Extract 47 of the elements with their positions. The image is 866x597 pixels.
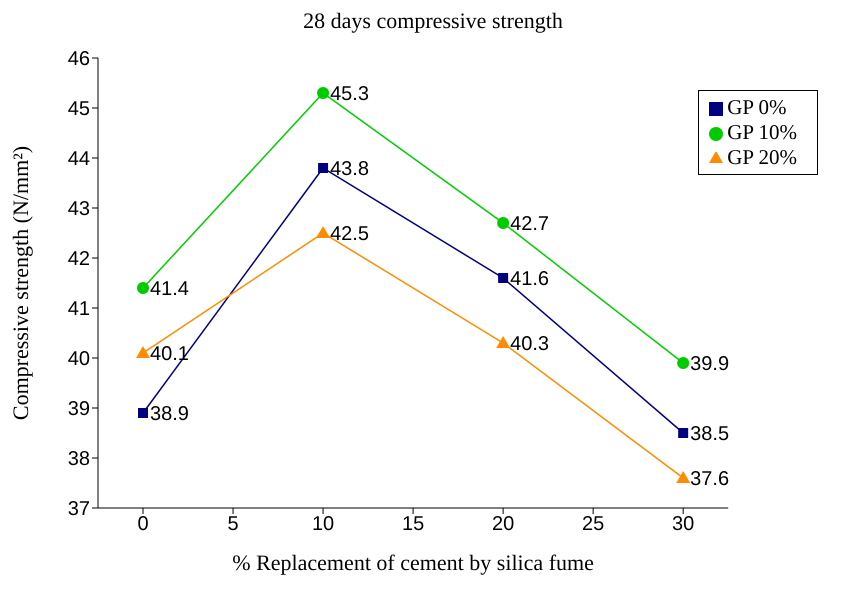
x-tick-label: 5 <box>227 513 239 536</box>
x-tick-label: 15 <box>402 513 424 536</box>
point <box>138 408 148 418</box>
point <box>318 163 328 173</box>
point <box>497 217 510 229</box>
y-tick-label: 40 <box>68 348 90 370</box>
point <box>676 471 690 483</box>
point <box>498 273 508 283</box>
y-tick-label: 38 <box>68 448 90 470</box>
point <box>678 428 688 438</box>
chart-title: 28 days compressive strength <box>302 8 564 33</box>
point <box>137 282 150 294</box>
x-axis-title: % Replacement of cement by silica fume <box>232 550 594 575</box>
x-tick-label: 10 <box>312 513 334 536</box>
data-label: 45.3 <box>330 83 370 105</box>
point <box>496 336 510 348</box>
legend-label: GP 20% <box>727 145 797 169</box>
y-tick-label: 41 <box>68 298 90 320</box>
data-label: 43.8 <box>330 158 370 180</box>
y-tick-label: 45 <box>68 98 90 120</box>
data-label: 37.6 <box>690 468 730 490</box>
data-label: 39.9 <box>690 353 730 375</box>
y-tick-label: 44 <box>68 148 90 170</box>
x-tick-label: 25 <box>582 513 604 536</box>
data-label: 38.9 <box>150 403 189 425</box>
y-tick-label: 37 <box>68 498 90 520</box>
x-tick-label: 20 <box>492 513 514 536</box>
point <box>316 226 330 238</box>
y-tick-label: 43 <box>68 198 90 220</box>
y-tick-label: 42 <box>68 248 90 270</box>
x-tick-label: 30 <box>672 513 694 536</box>
data-label: 41.4 <box>150 278 189 300</box>
y-tick-label: 39 <box>68 398 90 420</box>
data-label: 42.7 <box>510 213 550 235</box>
point <box>317 87 330 99</box>
point <box>136 346 150 358</box>
legend-label: GP 0% <box>727 95 786 119</box>
y-axis-title: Compressive strength (N/mm²) <box>8 146 33 420</box>
point <box>677 357 690 369</box>
data-label: 38.5 <box>690 423 730 445</box>
legend-label: GP 10% <box>727 120 797 144</box>
data-label: 41.6 <box>510 268 550 290</box>
y-tick-label: 46 <box>68 48 90 70</box>
data-label: 40.1 <box>150 343 189 365</box>
data-label: 42.5 <box>330 223 370 245</box>
data-label: 40.3 <box>510 333 550 355</box>
x-tick-label: 0 <box>137 513 149 536</box>
